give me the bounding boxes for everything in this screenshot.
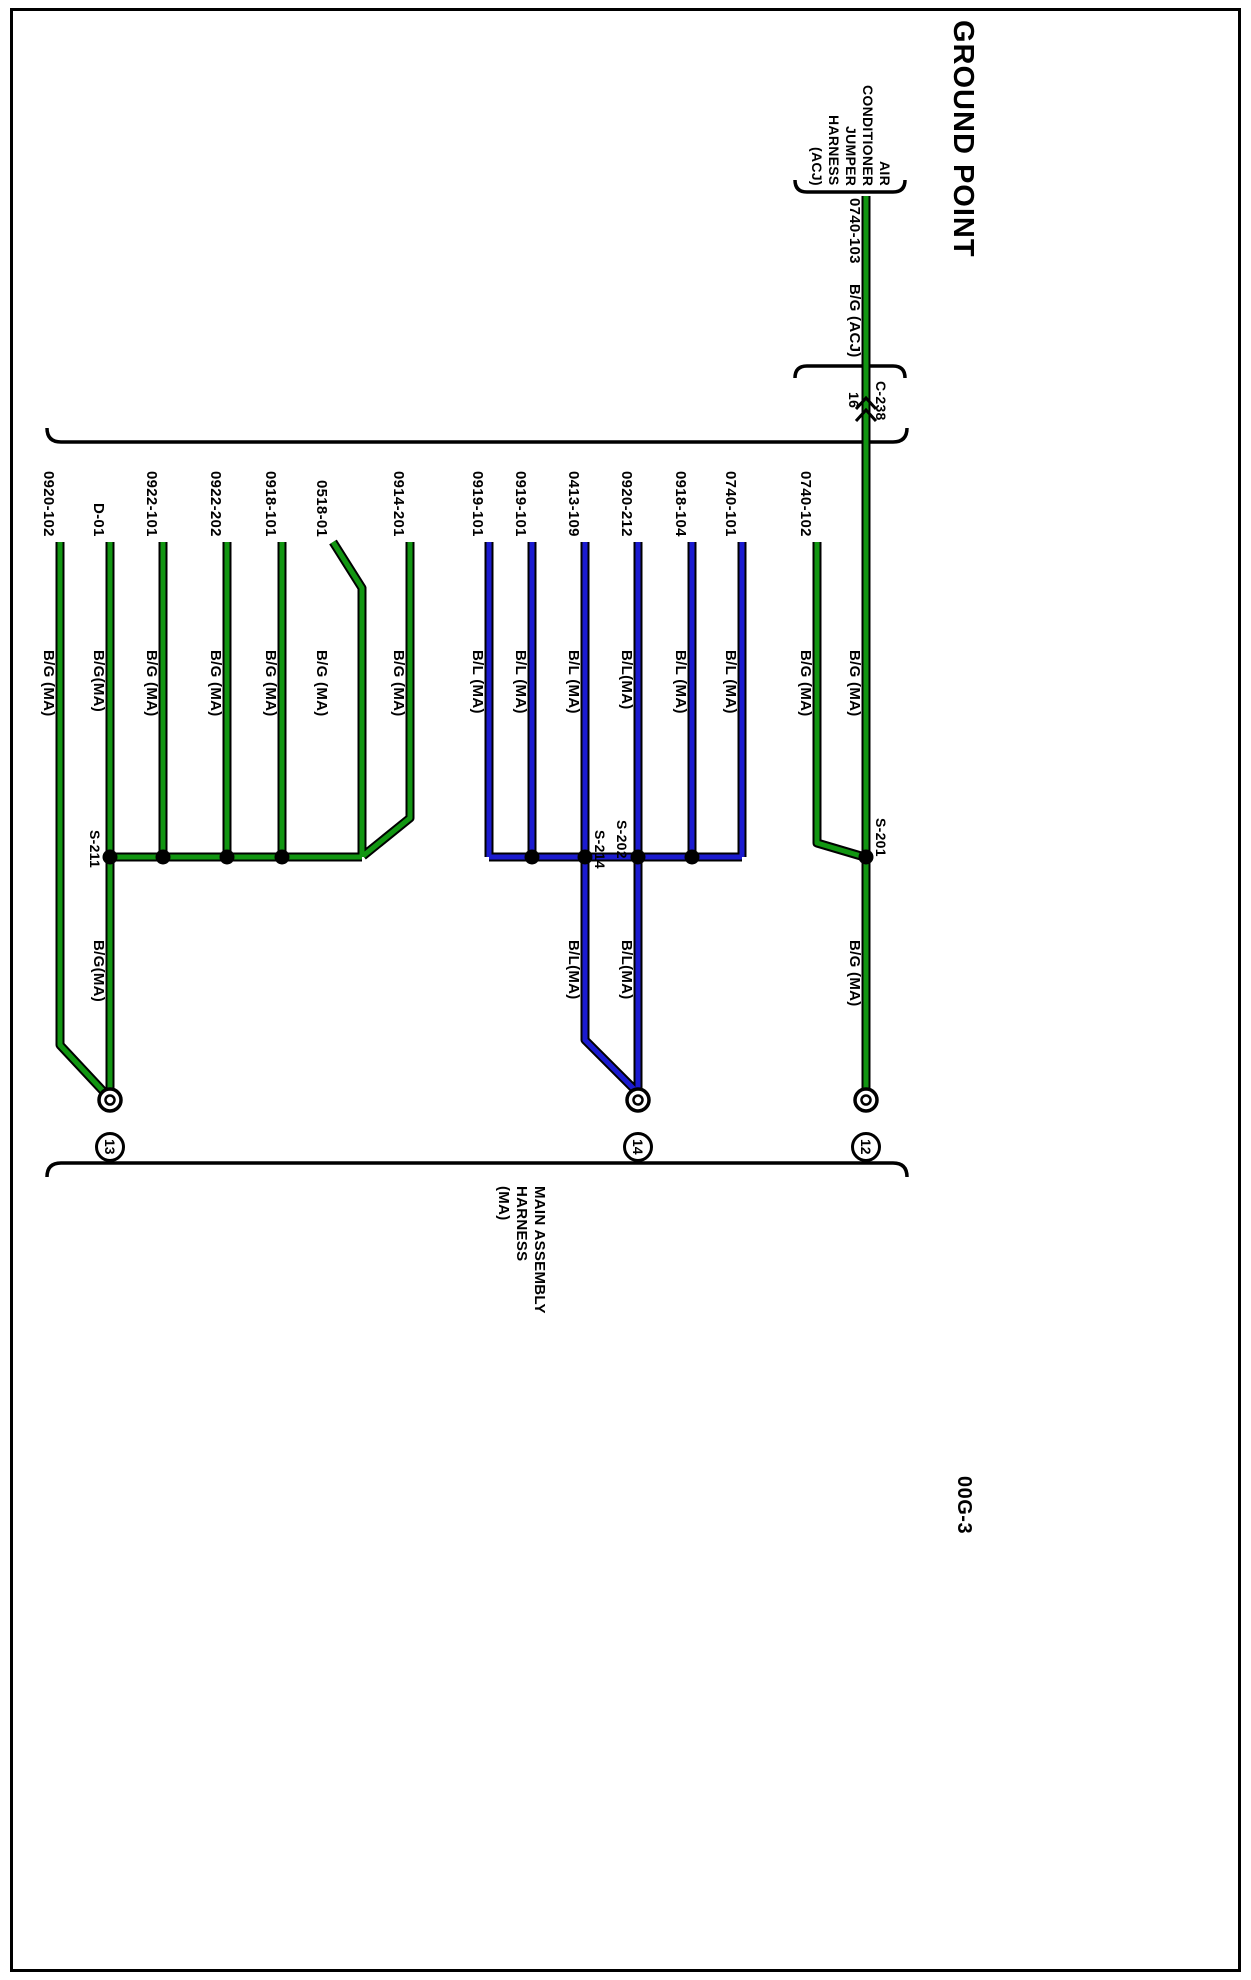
splice-label-s214: S-214: [592, 830, 608, 869]
splice-label-s202: S-202: [614, 820, 630, 859]
wire-color-label: B/G (MA): [797, 650, 814, 717]
wire-number-label: 0918-101: [262, 471, 279, 537]
wire-color-label: B/G (MA): [207, 650, 224, 717]
wire-number-label: 0518-01: [313, 479, 330, 537]
splice-dots: [102, 849, 874, 865]
wire-number-label: 0920-102: [40, 471, 57, 537]
connector-chevron-icon: [854, 395, 878, 423]
wire-number-label: 0740-102: [797, 471, 814, 537]
drop-color-label: B/L(MA): [565, 940, 582, 1000]
ma-harness-label: MAIN ASSEMBLY HARNESS (MA): [495, 1186, 548, 1314]
splice-dot: [219, 849, 235, 865]
acj-bracket-bottom: [793, 364, 907, 379]
ground-number-badge: 14: [623, 1132, 653, 1162]
ground-eyelet-icon: [97, 1087, 123, 1113]
page-code: 00G-3: [953, 1476, 975, 1535]
connector-name-label: C-238: [873, 381, 889, 421]
ground-number: 14: [630, 1139, 646, 1155]
trunk-color-label-lower: B/G (MA): [846, 940, 863, 1007]
ground-number-badge: 13: [95, 1132, 125, 1162]
wire-number-label: 0919-101: [469, 471, 486, 537]
ground-number: 12: [858, 1139, 874, 1155]
drop-color-label: B/G(MA): [90, 940, 107, 1003]
splice-dot: [155, 849, 171, 865]
splice-dot: [684, 849, 700, 865]
harness-brackets: [45, 179, 909, 1178]
wire-color-label: B/L (MA): [469, 650, 486, 714]
wire-color-label: B/L (MA): [722, 650, 739, 714]
wire-number-label: 0413-109: [565, 471, 582, 537]
wire-number-label: 0920-212: [618, 471, 635, 537]
wire-color-label: B/L (MA): [672, 650, 689, 714]
splice-dot: [274, 849, 290, 865]
wire-color-label: B/G(MA): [90, 650, 107, 713]
wire-color-label: B/L (MA): [565, 650, 582, 714]
trunk-color-label-upper: B/G (MA): [846, 650, 863, 717]
drop-color-label: B/L(MA): [618, 940, 635, 1000]
ma-bracket-top: [45, 427, 909, 444]
acj-harness-label: AIR CONDITIONER JUMPER HARNESS (ACJ): [809, 84, 893, 186]
acj-bracket-top: [793, 179, 907, 194]
splice-label-s211: S-211: [87, 830, 103, 869]
wire-number-label: 0922-101: [143, 471, 160, 537]
page-title: GROUND POINT: [947, 20, 979, 258]
wire-number-label: 0914-201: [390, 471, 407, 537]
splice-dot: [630, 849, 646, 865]
splice-dot: [524, 849, 540, 865]
wire-color-label: B/G (MA): [143, 650, 160, 717]
ground-eyelet-icon: [625, 1087, 651, 1113]
wire-color-label: B/G (MA): [40, 650, 57, 717]
ma-bracket-bottom: [45, 1161, 909, 1178]
wire-color-label: B/G (MA): [313, 650, 330, 717]
acj-wire-color-label: B/G (ACJ): [846, 284, 863, 358]
wire-color-label: B/G (MA): [390, 650, 407, 717]
acj-wire-number-label: 0740-103: [846, 198, 863, 264]
ground-number-badge: 12: [851, 1132, 881, 1162]
connector-pin-label: 16: [846, 392, 862, 409]
wire-number-label: 0919-101: [512, 471, 529, 537]
wire-number-label: 0922-202: [207, 471, 224, 537]
splice-dot: [102, 849, 118, 865]
wire-number-label: 0740-101: [722, 471, 739, 537]
wire-number-label: 0918-104: [672, 471, 689, 537]
splice-dot: [858, 849, 874, 865]
wire-casings: [60, 196, 866, 1091]
wire-color-label: B/G (MA): [262, 650, 279, 717]
ground-number: 13: [102, 1139, 118, 1155]
wire-number-label: D-01: [90, 503, 107, 537]
diagram-frame: [10, 8, 1241, 1972]
ground-eyelet-icon: [853, 1087, 879, 1113]
splice-label-s201: S-201: [873, 818, 889, 857]
splice-dot: [577, 849, 593, 865]
wire-color-label: B/L(MA): [618, 650, 635, 710]
wire-color-label: B/L (MA): [512, 650, 529, 714]
